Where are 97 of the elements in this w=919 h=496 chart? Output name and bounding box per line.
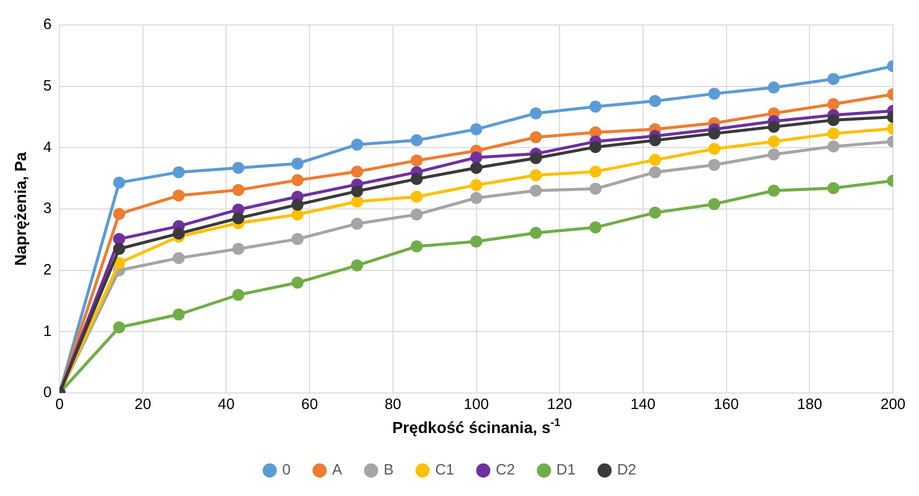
point [172, 166, 185, 178]
point [708, 142, 720, 155]
point [649, 206, 662, 219]
x-tick-label: 200 [880, 396, 906, 414]
point [351, 218, 364, 230]
point [232, 212, 244, 224]
x-tick-label: 60 [301, 396, 318, 414]
x-tick-label: 120 [547, 396, 572, 414]
legend-label: C2 [496, 462, 515, 479]
y-tick-label: 6 [43, 16, 52, 34]
point [351, 185, 364, 198]
point [351, 138, 364, 151]
point [589, 100, 602, 113]
point [708, 198, 720, 210]
point [172, 252, 185, 264]
point [291, 158, 304, 170]
point [649, 166, 662, 178]
point [113, 208, 126, 220]
point [291, 233, 304, 246]
point [530, 107, 542, 120]
legend-label: 0 [282, 462, 291, 479]
point [827, 114, 840, 126]
point [410, 190, 423, 203]
point [768, 82, 780, 94]
point [470, 192, 482, 204]
point [827, 182, 840, 194]
point [410, 134, 423, 146]
point [410, 208, 423, 221]
point [649, 95, 662, 108]
x-tick-label: 180 [797, 396, 822, 414]
y-tick-label: 4 [43, 138, 52, 156]
point [708, 128, 720, 140]
point [113, 233, 126, 246]
point [827, 140, 840, 152]
point [708, 158, 720, 171]
legend-label: B [384, 462, 394, 479]
point [232, 162, 244, 174]
point [291, 276, 304, 289]
point [232, 184, 244, 196]
x-tick-label: 40 [218, 396, 235, 414]
point [410, 240, 423, 252]
point [589, 221, 602, 234]
point [768, 184, 780, 197]
x-tick-label: 140 [630, 396, 656, 414]
legend-label: A [332, 462, 342, 479]
point [768, 136, 780, 148]
x-tick-label: 160 [714, 396, 739, 414]
point [530, 152, 542, 164]
point [232, 288, 244, 301]
point [351, 166, 364, 178]
point [232, 242, 244, 255]
point [827, 98, 840, 110]
y-tick-label: 2 [43, 261, 52, 278]
point [589, 141, 602, 154]
point [649, 154, 662, 166]
point [530, 226, 542, 239]
y-tick-label: 5 [43, 77, 52, 94]
point [470, 123, 482, 136]
point [351, 196, 364, 208]
y-tick-label: 3 [43, 200, 52, 218]
point [708, 88, 720, 100]
legend-label: D2 [617, 462, 636, 479]
y-tick-label: 1 [43, 322, 52, 340]
point [768, 120, 780, 133]
point [172, 190, 185, 202]
x-tick-label: 80 [384, 396, 402, 414]
point [172, 308, 185, 320]
point [530, 184, 542, 197]
y-axis-title: Naprężenia, Pa [13, 152, 30, 266]
point [649, 134, 662, 146]
point [530, 131, 542, 144]
point [172, 228, 185, 240]
x-tick-label: 0 [55, 396, 64, 414]
point [470, 162, 482, 174]
legend-label: C1 [435, 462, 454, 479]
x-tick-label: 100 [464, 396, 489, 414]
point [589, 182, 602, 195]
point [113, 176, 126, 189]
point [410, 172, 423, 185]
point [470, 236, 482, 248]
point [291, 198, 304, 211]
point [470, 179, 482, 192]
point [589, 166, 602, 178]
point [113, 321, 126, 334]
point [113, 242, 126, 255]
point [827, 128, 840, 140]
point [530, 169, 542, 182]
point [291, 174, 304, 186]
legend-label: D1 [556, 462, 576, 479]
point [768, 148, 780, 160]
y-tick-label: 0 [43, 384, 52, 402]
x-tick-label: 20 [134, 396, 152, 414]
point [410, 154, 423, 167]
point [351, 259, 364, 272]
point [470, 151, 482, 164]
point [827, 72, 840, 85]
point [291, 208, 304, 221]
